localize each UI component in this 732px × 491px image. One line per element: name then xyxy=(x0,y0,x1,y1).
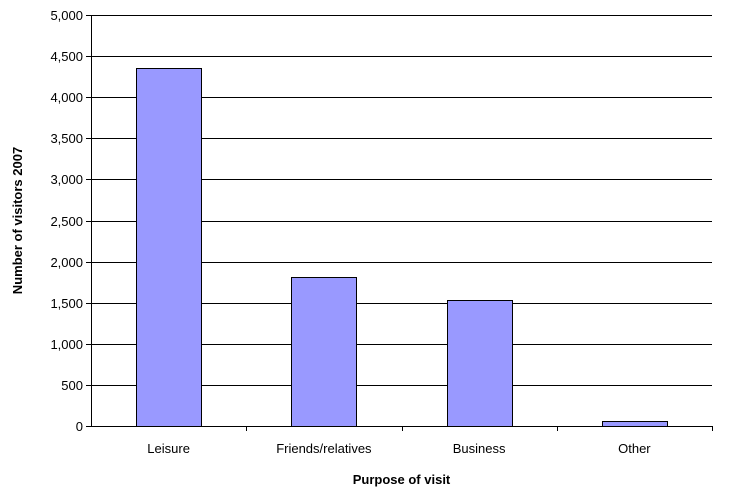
bar-friends-relatives xyxy=(291,277,357,427)
x-tick-labels: Leisure Friends/relatives Business Other xyxy=(147,426,713,456)
y-tick-label: 3,500 xyxy=(50,131,83,146)
y-tick-label: 5,000 xyxy=(50,8,83,23)
y-tick-label: 0 xyxy=(76,419,83,434)
y-tick-labels: 0 500 1,000 1,500 2,000 2,500 3,000 3,500 4,000 4… xyxy=(50,8,91,434)
y-axis-title: Number of visitors 2007 xyxy=(10,147,25,294)
axes xyxy=(91,15,712,427)
bar-leisure xyxy=(136,68,202,427)
x-tick-label: Leisure xyxy=(147,441,190,456)
x-axis-title: Purpose of visit xyxy=(353,472,451,487)
bar-other xyxy=(602,421,668,427)
x-tick-label: Business xyxy=(453,441,506,456)
bars xyxy=(136,68,668,427)
x-tick-label: Other xyxy=(618,441,651,456)
y-tick-label: 4,000 xyxy=(50,90,83,105)
y-tick-label: 1,500 xyxy=(50,296,83,311)
x-tick-label: Friends/relatives xyxy=(276,441,372,456)
y-tick-label: 1,000 xyxy=(50,337,83,352)
y-tick-label: 2,500 xyxy=(50,214,83,229)
y-tick-label: 3,000 xyxy=(50,172,83,187)
y-tick-label: 500 xyxy=(61,378,83,393)
bar-business xyxy=(447,300,513,427)
y-tick-label: 4,500 xyxy=(50,49,83,64)
y-tick-label: 2,000 xyxy=(50,255,83,270)
